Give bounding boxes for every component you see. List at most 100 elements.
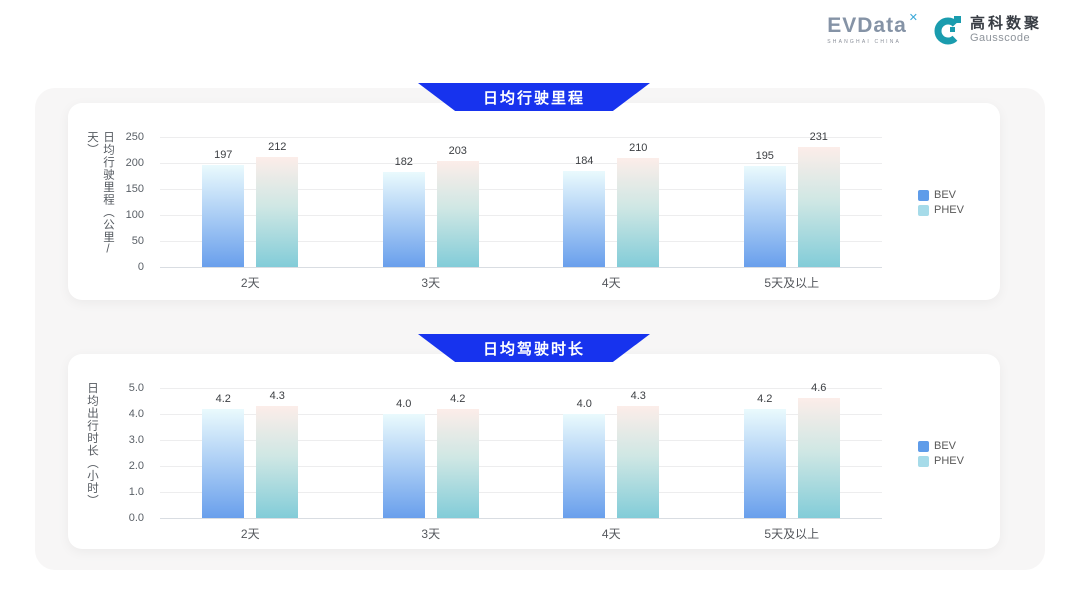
y-tick-label: 100 [125, 209, 144, 221]
gausscode-logo: 高科数聚 Gausscode [932, 14, 1042, 46]
gridline [160, 440, 882, 441]
x-category-label: 3天 [421, 276, 441, 290]
bar-group: 184 210 4天 [521, 137, 702, 290]
bar-value-label: 4.0 [396, 398, 412, 410]
gridline [160, 267, 882, 268]
x-category-label: 4天 [601, 276, 621, 290]
bar-value-label: 184 [575, 155, 594, 168]
legend-label: PHEV [934, 204, 964, 216]
bar-value-label: 4.0 [576, 398, 592, 410]
x-category-label: 3天 [421, 527, 441, 541]
bar-phev: 4.6 [797, 382, 840, 518]
bar-value-label: 212 [268, 140, 287, 153]
y-tick-label: 5.0 [128, 382, 144, 394]
legend-label: BEV [934, 189, 957, 201]
bar-value-label: 4.2 [450, 392, 466, 405]
y-tick-label: 0 [137, 261, 144, 273]
bar-bev: 4.2 [202, 393, 245, 518]
legend-item-bev[interactable]: BEV [918, 440, 964, 452]
legend-swatch-icon [918, 189, 929, 201]
bar-bev: 4.0 [382, 398, 425, 518]
y-tick-label: 250 [125, 131, 144, 143]
legend-label: PHEV [934, 455, 964, 467]
y-tick-label: 200 [125, 157, 144, 169]
x-category-label: 4天 [601, 527, 621, 541]
gausscode-g-icon [934, 16, 962, 45]
chart-title-banner-duration: 日均驾驶时长 [418, 334, 650, 362]
gridline [160, 414, 882, 415]
bar-phev: 4.3 [256, 390, 299, 518]
bar-group: 197 212 2天 [160, 137, 341, 290]
y-tick-label: 50 [131, 235, 144, 247]
plot-area: 197 212 2天 182 203 3天 184 210 4天 195 231 5天及以上 [160, 131, 882, 290]
y-axis-ticks: 250 200 150 100 50 0 [106, 131, 152, 273]
bar-group: 4.2 4.6 5天及以上 [702, 382, 883, 541]
bar-bev: 197 [202, 149, 245, 267]
bar-value-label: 231 [809, 130, 828, 143]
gausscode-en-text: Gausscode [969, 32, 1031, 45]
legend-swatch-icon [918, 440, 929, 452]
bar-value-label: 203 [448, 145, 467, 158]
y-axis-label: 日均行驶里程（公里/天） [86, 131, 114, 257]
gridline [160, 189, 882, 190]
y-tick-label: 0.0 [128, 512, 144, 524]
bar-value-label: 4.3 [630, 390, 646, 403]
y-tick-label: 1.0 [128, 486, 144, 498]
y-axis-ticks: 5.0 4.0 3.0 2.0 1.0 0.0 [106, 382, 152, 524]
bar-phev: 212 [256, 141, 299, 267]
x-category-label: 5天及以上 [764, 276, 820, 290]
x-category-label: 2天 [240, 527, 260, 541]
bar-phev: 231 [797, 131, 840, 267]
y-tick-label: 2.0 [128, 460, 144, 472]
legend-item-phev[interactable]: PHEV [918, 455, 964, 467]
bar-value-label: 4.2 [757, 392, 773, 405]
evdata-logo-text: EVData [827, 14, 907, 37]
bar-group: 4.0 4.2 3天 [341, 388, 522, 541]
bar-phev: 4.3 [617, 390, 660, 518]
gridline [160, 466, 882, 467]
legend-item-bev[interactable]: BEV [918, 189, 964, 201]
gridline [160, 241, 882, 242]
bar-value-label: 182 [394, 156, 413, 169]
gridline [160, 215, 882, 216]
gausscode-cn-text: 高科数聚 [969, 14, 1042, 32]
chart-card-duration: 日均驾驶时长 日均出行时长（小时） 5.0 4.0 3.0 2.0 1.0 0.0 4.2… [68, 334, 1000, 549]
legend-swatch-icon [918, 204, 929, 216]
dashboard-panel: 日均行驶里程 日均行驶里程（公里/天） 250 200 150 100 50 0 197 2… [35, 83, 1045, 570]
bar-bev: 184 [563, 155, 606, 267]
bar-phev: 4.2 [436, 393, 479, 518]
y-tick-label: 3.0 [128, 434, 144, 446]
brand-header: EVData ✕ SHANGHAI CHINA 高科数聚 Gausscode [827, 13, 1042, 46]
legend: BEV PHEV [918, 189, 964, 216]
bar-group: 4.2 4.3 2天 [160, 388, 341, 541]
bar-value-label: 197 [214, 148, 233, 161]
legend-swatch-icon [918, 455, 929, 467]
y-tick-label: 150 [125, 183, 144, 195]
bar-value-label: 210 [629, 141, 648, 154]
evdata-subtitle: SHANGHAI CHINA [827, 39, 902, 45]
legend: BEV PHEV [918, 440, 964, 467]
gridline [160, 163, 882, 164]
bar-group: 182 203 3天 [341, 137, 522, 290]
legend-item-phev[interactable]: PHEV [918, 204, 964, 216]
bar-phev: 210 [617, 142, 660, 267]
bar-bev: 195 [743, 150, 786, 267]
legend-label: BEV [934, 440, 957, 452]
bar-phev: 203 [436, 145, 479, 267]
bar-bev: 4.2 [743, 393, 786, 518]
bar-value-label: 4.6 [811, 382, 827, 395]
bar-bev: 4.0 [563, 398, 606, 518]
evdata-logo: EVData ✕ SHANGHAI CHINA [827, 13, 918, 45]
x-category-label: 2天 [240, 276, 260, 290]
bar-value-label: 4.3 [269, 390, 285, 403]
gridline [160, 492, 882, 493]
y-tick-label: 4.0 [128, 408, 144, 420]
mileage-chart: 日均行驶里程（公里/天） 250 200 150 100 50 0 197 212 2天 182… [68, 103, 1000, 300]
gridline [160, 388, 882, 389]
plot-area: 4.2 4.3 2天 4.0 4.2 3天 4.0 4.3 4天 4.2 4.6 5天及以上 [160, 382, 883, 541]
bar-value-label: 4.2 [215, 392, 231, 405]
gridline [160, 137, 882, 138]
x-category-label: 5天及以上 [764, 527, 820, 541]
bar-bev: 182 [382, 156, 425, 267]
chart-title-duration: 日均驾驶时长 [482, 340, 585, 358]
